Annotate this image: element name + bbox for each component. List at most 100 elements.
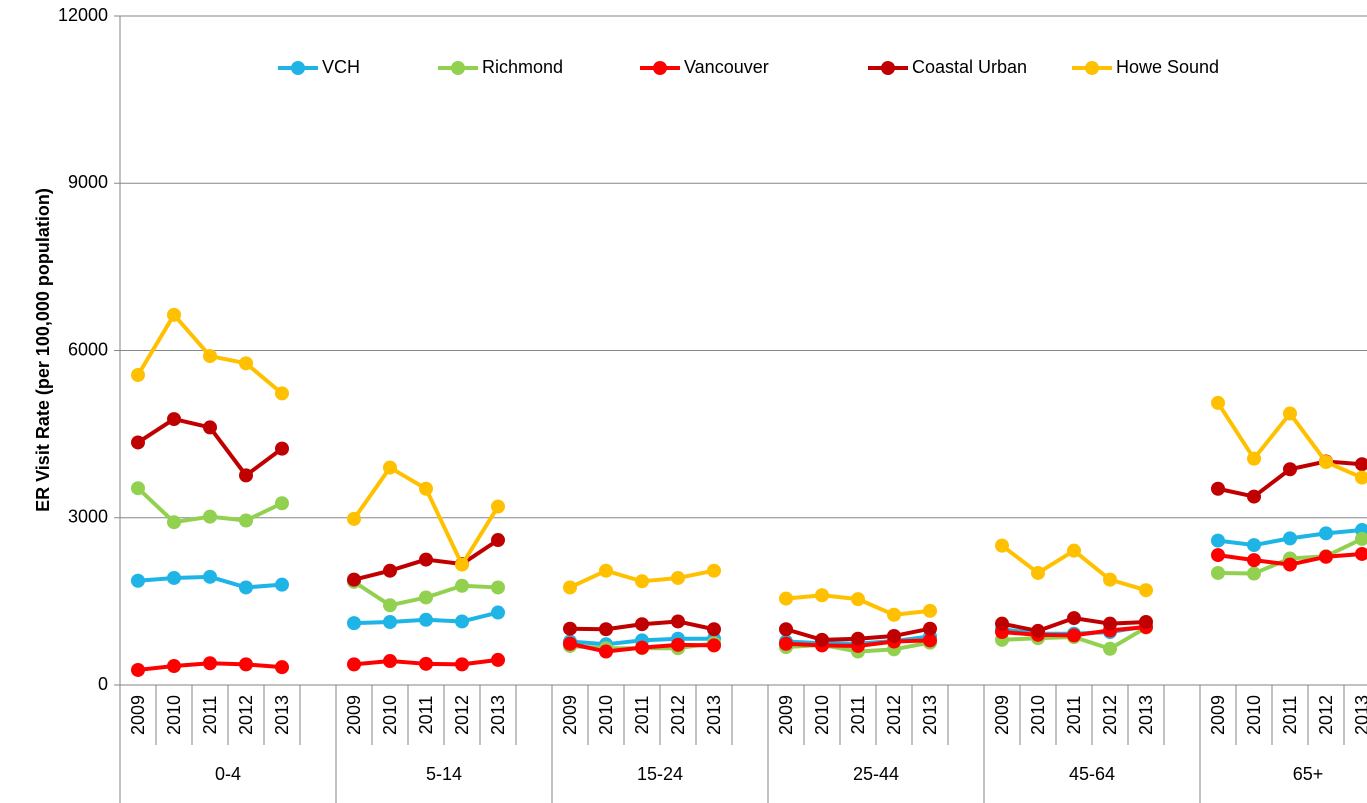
- x-tick-label: 2009: [776, 695, 796, 735]
- data-point: [995, 538, 1009, 553]
- data-point: [383, 460, 397, 475]
- data-point: [707, 622, 721, 637]
- data-point: [779, 622, 793, 637]
- group-label: 25-44: [853, 764, 899, 784]
- x-tick-label: 2010: [812, 695, 832, 735]
- data-point: [167, 307, 181, 322]
- group-label: 65+: [1293, 764, 1324, 784]
- data-point: [1103, 641, 1117, 656]
- group-label: 45-64: [1069, 764, 1115, 784]
- data-point: [419, 481, 433, 496]
- data-point: [671, 637, 685, 652]
- data-point: [1283, 406, 1297, 421]
- data-point: [491, 652, 505, 667]
- data-point: [239, 657, 253, 672]
- data-point: [707, 638, 721, 653]
- data-point: [1067, 611, 1081, 626]
- data-point: [1211, 548, 1225, 563]
- x-tick-label: 2009: [1208, 695, 1228, 735]
- data-point: [455, 578, 469, 593]
- data-point: [995, 616, 1009, 631]
- data-point: [491, 580, 505, 595]
- data-point: [167, 515, 181, 530]
- data-point: [203, 509, 217, 524]
- x-tick-label: 2010: [596, 695, 616, 735]
- data-point: [1139, 615, 1153, 630]
- data-point: [1355, 546, 1367, 561]
- data-point: [167, 570, 181, 585]
- data-point: [491, 533, 505, 548]
- data-point: [923, 603, 937, 618]
- data-point: [239, 580, 253, 595]
- x-tick-label: 2010: [1028, 695, 1048, 735]
- group-label: 5-14: [426, 764, 462, 784]
- y-tick-label: 0: [98, 674, 108, 694]
- data-point: [1247, 451, 1261, 466]
- data-point: [491, 499, 505, 514]
- series-line: [137, 528, 1363, 647]
- x-tick-label: 2013: [1136, 695, 1156, 735]
- series-line: [136, 312, 1363, 617]
- series-line: [136, 486, 1363, 654]
- data-point: [1211, 565, 1225, 580]
- data-point: [239, 356, 253, 371]
- data-point: [491, 605, 505, 620]
- data-point: [1139, 583, 1153, 598]
- data-point: [203, 420, 217, 435]
- x-tick-label: 2013: [704, 695, 724, 735]
- data-point: [707, 563, 721, 578]
- data-point: [1319, 526, 1333, 541]
- data-point: [1031, 565, 1045, 580]
- data-point: [851, 592, 865, 607]
- data-point: [635, 640, 649, 655]
- legend-label: Coastal Urban: [912, 57, 1027, 77]
- data-point: [635, 617, 649, 632]
- data-point: [671, 614, 685, 629]
- series-line: [137, 551, 1363, 672]
- data-point: [239, 513, 253, 528]
- legend-marker: [881, 61, 895, 75]
- legend-label: Vancouver: [684, 57, 769, 77]
- x-tick-label: 2009: [344, 695, 364, 735]
- data-point: [347, 572, 361, 587]
- data-point: [347, 616, 361, 631]
- x-tick-label: 2011: [632, 696, 652, 735]
- x-tick-label: 2011: [416, 696, 436, 735]
- data-point: [275, 496, 289, 511]
- data-point: [1247, 553, 1261, 568]
- y-axis-label: ER Visit Rate (per 100,000 population): [33, 188, 53, 512]
- x-tick-label: 2009: [128, 695, 148, 735]
- data-point: [599, 563, 613, 578]
- x-tick-label: 2009: [560, 695, 580, 735]
- data-point: [275, 386, 289, 401]
- x-tick-label: 2013: [488, 695, 508, 735]
- data-point: [203, 349, 217, 364]
- x-tick-label: 2010: [164, 695, 184, 735]
- data-point: [599, 644, 613, 659]
- data-point: [1211, 481, 1225, 496]
- data-point: [923, 621, 937, 636]
- x-tick-label: 2012: [884, 695, 904, 735]
- data-point: [383, 615, 397, 630]
- legend-marker: [1085, 61, 1099, 75]
- data-point: [455, 557, 469, 572]
- data-point: [1067, 543, 1081, 558]
- legend-label: Howe Sound: [1116, 57, 1219, 77]
- y-tick-label: 3000: [68, 507, 108, 527]
- data-point: [347, 511, 361, 526]
- data-point: [131, 662, 145, 677]
- y-tick-label: 6000: [68, 339, 108, 359]
- data-point: [563, 621, 577, 636]
- data-point: [1247, 538, 1261, 553]
- data-point: [167, 659, 181, 674]
- data-point: [1103, 572, 1117, 587]
- x-tick-label: 2010: [380, 695, 400, 735]
- data-point: [1355, 457, 1367, 472]
- data-point: [779, 636, 793, 651]
- data-point: [203, 569, 217, 584]
- data-point: [347, 657, 361, 672]
- data-point: [851, 631, 865, 646]
- data-point: [383, 654, 397, 669]
- data-point: [599, 622, 613, 637]
- data-point: [131, 481, 145, 496]
